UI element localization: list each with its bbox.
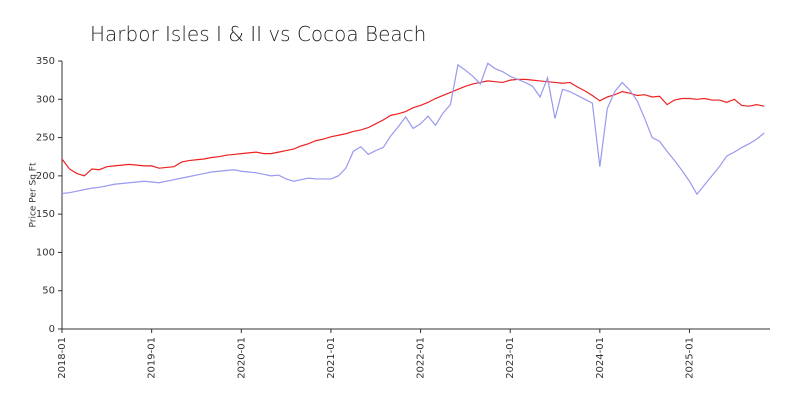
line-series xyxy=(61,78,765,177)
x-tick-label: 2025-01 xyxy=(684,337,695,379)
chart-title: Harbor Isles I & II vs Cocoa Beach xyxy=(90,22,426,46)
y-tick-label: 0 xyxy=(49,324,55,335)
y-tick-label: 300 xyxy=(36,94,55,105)
line-series xyxy=(61,62,765,196)
x-tick-label: 2019-01 xyxy=(147,337,158,379)
x-tick-label: 2022-01 xyxy=(416,337,427,379)
x-tick-label: 2024-01 xyxy=(595,337,606,379)
x-tick-label: 2020-01 xyxy=(236,337,247,379)
y-tick-label: 250 xyxy=(36,133,55,144)
x-tick-label: 2023-01 xyxy=(505,337,516,379)
y-tick-label: 200 xyxy=(36,171,55,182)
y-tick-label: 100 xyxy=(36,247,55,258)
y-tick-label: 50 xyxy=(42,286,55,297)
y-axis-label: Price Per Sq Ft xyxy=(29,162,39,227)
x-tick-label: 2018-01 xyxy=(57,337,68,379)
x-tick-label: 2021-01 xyxy=(326,337,337,379)
y-tick-label: 350 xyxy=(36,56,55,67)
y-tick-label: 150 xyxy=(36,209,55,220)
